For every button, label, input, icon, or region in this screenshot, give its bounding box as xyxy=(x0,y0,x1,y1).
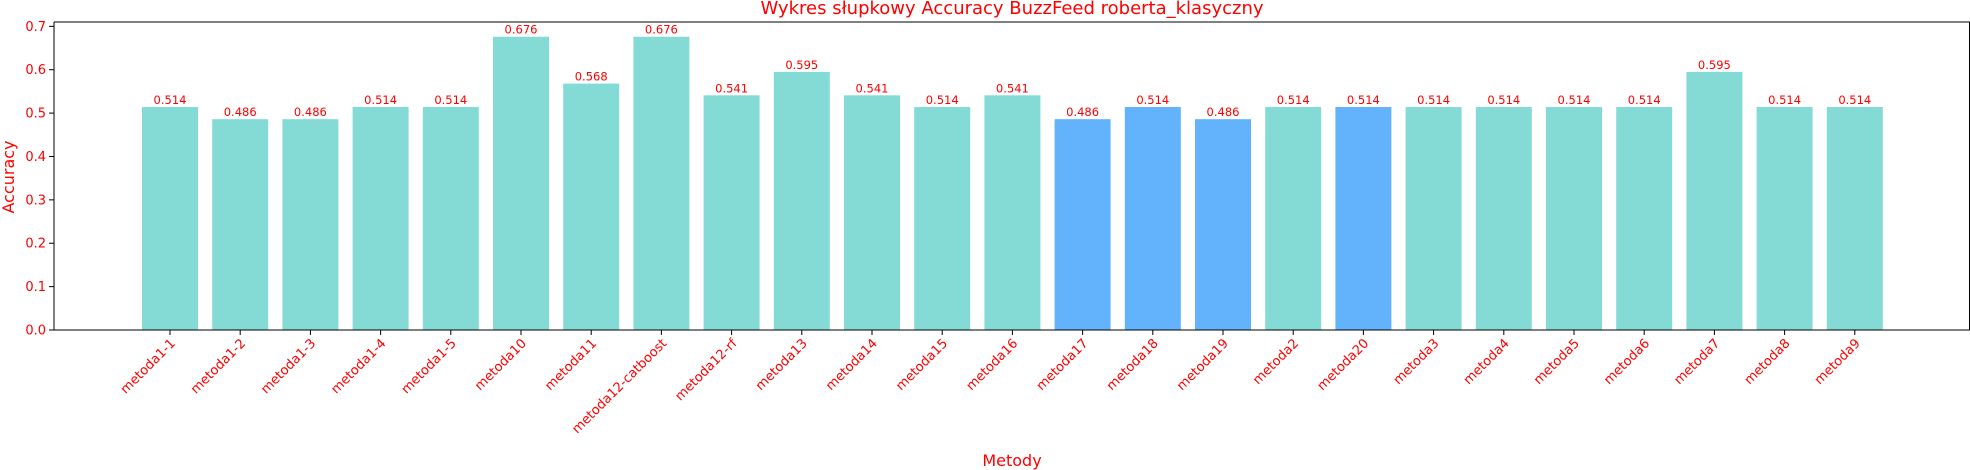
bar-metoda1-3 xyxy=(282,119,339,330)
y-tick-label: 0.0 xyxy=(25,324,46,339)
bar-metoda3 xyxy=(1405,107,1462,330)
bar-metoda6 xyxy=(1616,107,1673,330)
value-label-metoda16: 0.541 xyxy=(996,81,1029,95)
bar-metoda16 xyxy=(984,95,1041,330)
value-label-metoda15: 0.514 xyxy=(926,93,959,107)
value-label-metoda19: 0.486 xyxy=(1207,105,1240,119)
bar-metoda17 xyxy=(1054,119,1111,330)
bar-metoda19 xyxy=(1195,119,1251,330)
y-tick-label: 0.5 xyxy=(25,107,46,122)
bar-metoda1-5 xyxy=(422,107,479,330)
value-label-metoda1-3: 0.486 xyxy=(294,105,327,119)
x-tick-label: metoda1-3 xyxy=(258,336,319,397)
x-tick-label: metoda1-2 xyxy=(188,336,249,397)
value-label-metoda1-5: 0.514 xyxy=(434,93,467,107)
x-tick-label: metoda9 xyxy=(1812,336,1864,388)
bar-metoda10 xyxy=(493,36,549,330)
value-label-metoda1-4: 0.514 xyxy=(364,93,397,107)
value-label-metoda7: 0.595 xyxy=(1698,58,1731,72)
value-label-metoda12-rf: 0.541 xyxy=(715,81,748,95)
bar-metoda7 xyxy=(1686,71,1743,330)
y-tick-label: 0.7 xyxy=(25,20,46,35)
y-axis-label: Accuracy xyxy=(0,140,18,213)
x-tick-label: metoda5 xyxy=(1531,336,1583,388)
plot-area: 0.514 0.486 0.486 0.514 0.514 0.676 0.568 0.676… xyxy=(142,23,1883,330)
y-tick-label: 0.1 xyxy=(25,280,46,295)
bar-metoda9 xyxy=(1826,107,1883,330)
x-tick-label: metoda2 xyxy=(1250,336,1302,388)
value-label-metoda13: 0.595 xyxy=(785,58,818,72)
x-tick-label: metoda3 xyxy=(1391,336,1443,388)
x-tick-label: metoda13 xyxy=(753,336,811,394)
y-tick-label: 0.4 xyxy=(25,150,46,165)
value-label-metoda17: 0.486 xyxy=(1066,105,1099,119)
x-tick-label: metoda19 xyxy=(1174,336,1232,394)
x-axis-label: Metody xyxy=(982,451,1041,470)
x-tick-label: metoda10 xyxy=(472,336,530,394)
bar-metoda12-rf xyxy=(703,95,760,330)
x-tick-label: metoda12-rf xyxy=(672,336,740,404)
value-label-metoda10: 0.676 xyxy=(505,23,538,37)
value-label-metoda5: 0.514 xyxy=(1558,93,1591,107)
value-label-metoda1-1: 0.514 xyxy=(154,93,187,107)
x-tick-label: metoda20 xyxy=(1315,336,1373,394)
bar-metoda20 xyxy=(1335,107,1392,330)
bar-metoda14 xyxy=(844,95,900,330)
x-tick-label: metoda6 xyxy=(1601,336,1653,388)
x-tick-label: metoda4 xyxy=(1461,336,1513,388)
y-tick-label: 0.2 xyxy=(25,237,46,252)
bar-metoda4 xyxy=(1475,107,1532,330)
x-tick-label: metoda7 xyxy=(1671,336,1723,388)
chart-title: Wykres słupkowy Accuracy BuzzFeed robert… xyxy=(760,0,1263,19)
value-label-metoda8: 0.514 xyxy=(1768,93,1801,107)
value-label-metoda6: 0.514 xyxy=(1628,93,1661,107)
bar-metoda1-2 xyxy=(212,119,269,330)
bar-metoda13 xyxy=(773,71,830,330)
bar-metoda1-1 xyxy=(142,107,198,330)
bar-metoda15 xyxy=(914,107,971,330)
bar-metoda2 xyxy=(1265,107,1322,330)
value-label-metoda4: 0.514 xyxy=(1487,93,1520,107)
bar-metoda18 xyxy=(1124,107,1181,330)
value-label-metoda9: 0.514 xyxy=(1838,93,1871,107)
bar-metoda5 xyxy=(1546,107,1602,330)
bar-metoda12-catboost xyxy=(633,36,690,330)
bar-metoda11 xyxy=(563,83,620,330)
x-tick-label: metoda1-1 xyxy=(118,336,179,397)
x-tick-label: metoda11 xyxy=(542,336,600,394)
value-label-metoda1-2: 0.486 xyxy=(224,105,257,119)
x-tick-label: metoda1-4 xyxy=(328,336,389,397)
x-tick-label: metoda1-5 xyxy=(399,336,460,397)
value-label-metoda18: 0.514 xyxy=(1136,93,1169,107)
x-axis-ticks: metoda1-1 metoda1-2 metoda1-3 metoda1-4 meto… xyxy=(118,330,1864,437)
x-tick-label: metoda14 xyxy=(823,336,881,394)
value-label-metoda14: 0.541 xyxy=(856,81,889,95)
value-label-metoda3: 0.514 xyxy=(1417,93,1450,107)
value-label-metoda20: 0.514 xyxy=(1347,93,1380,107)
x-tick-label: metoda16 xyxy=(964,336,1022,394)
x-tick-label: metoda8 xyxy=(1742,336,1794,388)
value-label-metoda12-catboost: 0.676 xyxy=(645,23,678,37)
bar-metoda1-4 xyxy=(352,107,409,330)
value-label-metoda11: 0.568 xyxy=(575,70,608,84)
x-tick-label: metoda17 xyxy=(1034,336,1092,394)
y-tick-label: 0.3 xyxy=(25,193,46,208)
x-tick-label: metoda18 xyxy=(1104,336,1162,394)
y-tick-label: 0.6 xyxy=(25,63,46,78)
y-axis-ticks: 0.0 0.1 0.2 0.3 0.4 0.5 0.6 0.7 xyxy=(25,20,54,339)
bar-metoda8 xyxy=(1756,107,1813,330)
value-label-metoda2: 0.514 xyxy=(1277,93,1310,107)
x-tick-label: metoda15 xyxy=(893,336,951,394)
